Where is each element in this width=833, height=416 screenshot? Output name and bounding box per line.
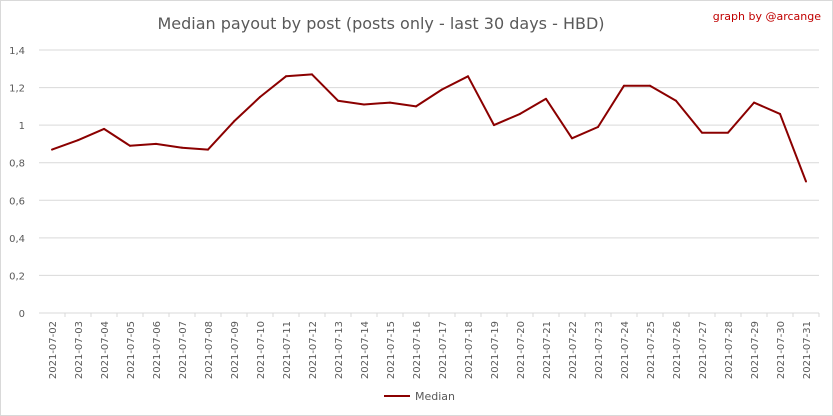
x-tick-label: 2021-07-12	[308, 321, 319, 379]
x-tick-label: 2021-07-10	[256, 321, 267, 379]
data-point	[597, 126, 599, 129]
y-tick-label: 0,8	[9, 159, 25, 170]
x-tick-label: 2021-07-13	[334, 321, 345, 379]
y-tick-label: 1,2	[9, 84, 25, 95]
series-line-median	[51, 73, 807, 182]
data-point	[727, 131, 729, 134]
x-tick-label: 2021-07-20	[516, 321, 527, 379]
data-point	[623, 84, 625, 87]
data-point	[285, 75, 287, 78]
data-point	[519, 112, 521, 115]
x-tick-label: 2021-07-09	[230, 321, 241, 379]
data-point	[415, 105, 417, 108]
x-tick-label: 2021-07-05	[126, 321, 137, 379]
data-point	[701, 131, 703, 134]
x-tick-label: 2021-07-15	[386, 321, 397, 379]
x-tick-label: 2021-07-28	[724, 321, 735, 379]
data-point	[155, 142, 157, 145]
series-layer	[51, 73, 807, 183]
x-tick-label: 2021-07-17	[438, 321, 449, 379]
x-tick-label: 2021-07-30	[776, 321, 787, 379]
x-tick-label: 2021-07-26	[672, 321, 683, 379]
x-tick-label: 2021-07-04	[100, 321, 111, 379]
x-tick-label: 2021-07-18	[464, 321, 475, 379]
chart-title: Median payout by post (posts only - last…	[157, 14, 604, 33]
x-tick-label: 2021-07-24	[620, 321, 631, 379]
x-tick-label: 2021-07-19	[490, 321, 501, 379]
x-tick-label: 2021-07-27	[698, 321, 709, 379]
data-point	[805, 180, 807, 183]
data-point	[675, 99, 677, 102]
data-point	[129, 144, 131, 147]
x-tick-label: 2021-07-25	[646, 321, 657, 379]
chart-credit: graph by @arcange	[713, 10, 821, 23]
data-point	[51, 148, 53, 151]
data-point	[545, 97, 547, 100]
data-point	[181, 146, 183, 149]
x-tick-label: 2021-07-14	[360, 321, 371, 379]
data-point	[753, 101, 755, 104]
x-tick-label: 2021-07-16	[412, 321, 423, 379]
x-tick-label: 2021-07-11	[282, 321, 293, 379]
x-tick-label: 2021-07-02	[48, 321, 59, 379]
data-point	[311, 73, 313, 76]
y-tick-label: 0,2	[9, 271, 25, 282]
y-tick-label: 0	[19, 309, 25, 320]
x-tick-label: 2021-07-08	[204, 321, 215, 379]
legend: Median	[384, 390, 455, 403]
x-tick-label: 2021-07-23	[594, 321, 605, 379]
x-tick-label: 2021-07-03	[74, 321, 85, 379]
y-tick-label: 0,6	[9, 196, 25, 207]
data-point	[441, 88, 443, 91]
legend-label: Median	[415, 390, 455, 403]
x-tick-label: 2021-07-31	[802, 321, 813, 379]
x-tick-label: 2021-07-29	[750, 321, 761, 379]
y-tick-label: 0,4	[9, 234, 25, 245]
x-tick-label: 2021-07-21	[542, 321, 553, 379]
x-tick-label: 2021-07-22	[568, 321, 579, 379]
data-point	[779, 112, 781, 115]
data-point	[233, 120, 235, 123]
data-point	[649, 84, 651, 87]
data-point	[77, 139, 79, 142]
x-tick-label: 2021-07-07	[178, 321, 189, 379]
data-point	[103, 127, 105, 130]
y-tick-label: 1	[19, 121, 25, 132]
data-point	[389, 101, 391, 104]
data-point	[337, 99, 339, 102]
y-axis-ticks: 0 0,2 0,4 0,6 0,8 1 1,2 1,4	[9, 46, 25, 320]
data-point	[259, 95, 261, 98]
data-point	[467, 75, 469, 78]
data-point	[207, 148, 209, 151]
gridlines	[39, 49, 819, 314]
data-point	[363, 103, 365, 106]
x-axis-ticks: 2021-07-02 2021-07-03 2021-07-04 2021-07-05…	[48, 313, 820, 379]
data-point	[571, 137, 573, 140]
data-point	[493, 124, 495, 127]
x-tick-label: 2021-07-06	[152, 321, 163, 379]
y-tick-label: 1,4	[9, 46, 25, 57]
